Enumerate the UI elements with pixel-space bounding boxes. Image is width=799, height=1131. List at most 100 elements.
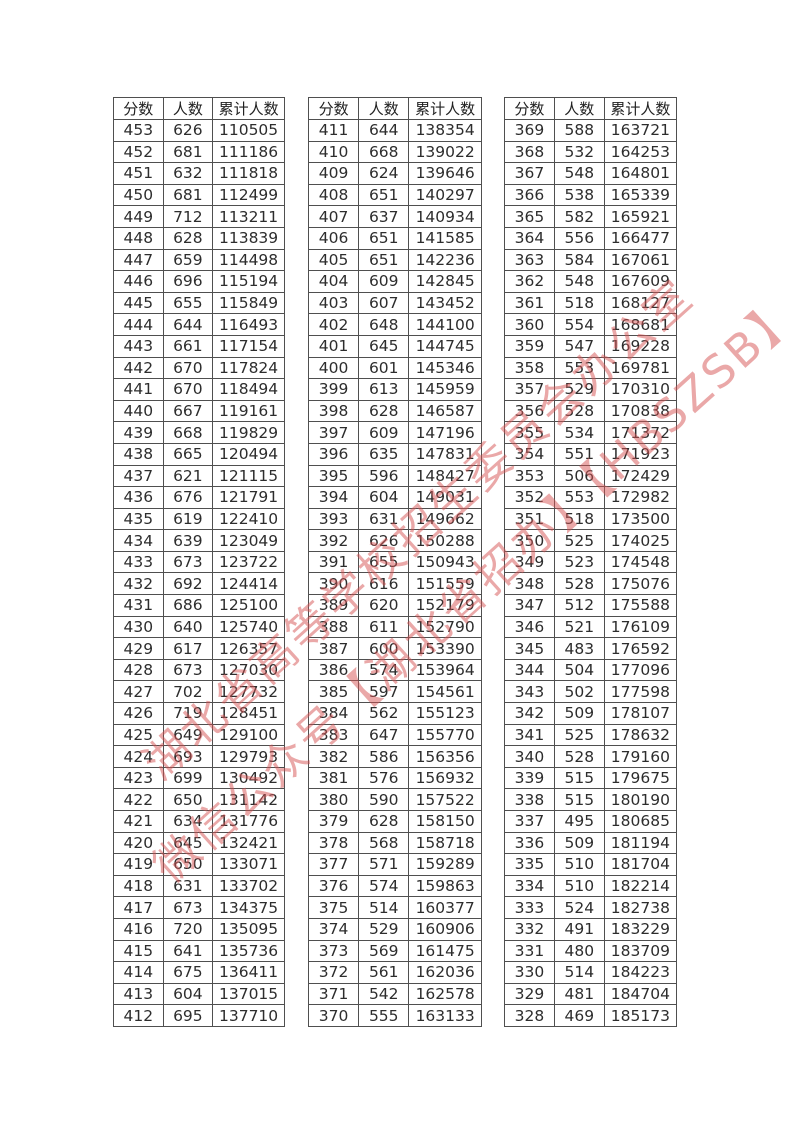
cumulative-cell: 145959 (408, 378, 482, 401)
count-cell: 668 (162, 421, 214, 444)
table-row: 364 556 166477 (504, 226, 678, 250)
cumulative-cell: 113839 (212, 226, 285, 250)
table-row: 397 609 147196 (307, 421, 482, 444)
cumulative-cell: 116493 (212, 313, 285, 336)
count-cell: 631 (162, 874, 214, 898)
cumulative-cell: 133071 (212, 853, 285, 876)
count-cell: 670 (162, 356, 214, 380)
cumulative-cell: 165921 (603, 205, 678, 228)
table-row: 438 665 120494 (113, 442, 285, 466)
count-cell: 620 (358, 594, 410, 617)
cumulative-cell: 147196 (408, 421, 482, 444)
cumulative-cell: 176109 (603, 615, 678, 639)
score-cell: 402 (307, 313, 360, 336)
count-cell: 675 (162, 961, 214, 984)
count-cell: 655 (162, 291, 214, 315)
score-cell: 425 (113, 723, 164, 747)
score-cell: 448 (113, 226, 164, 250)
cumulative-cell: 167061 (603, 248, 678, 272)
table-row: 424 693 129793 (113, 745, 285, 768)
count-cell: 645 (358, 334, 410, 358)
count-cell: 681 (162, 140, 214, 164)
cumulative-cell: 154561 (408, 680, 482, 704)
score-cell: 434 (113, 529, 164, 552)
score-cell: 382 (307, 745, 360, 768)
table-row: 331 480 183709 (504, 939, 678, 963)
table-row: 329 481 184704 (504, 982, 678, 1006)
score-cell: 416 (113, 917, 164, 941)
cumulative-cell: 140297 (408, 183, 482, 207)
cumulative-cell: 165339 (603, 183, 678, 207)
table-row: 373 569 161475 (307, 939, 482, 963)
score-distribution-table-2: 分数 人数 累计人数 411 644 138354 410 668 139022 409 624 13… (307, 97, 482, 1027)
count-cell: 673 (162, 550, 214, 574)
cumulative-cell: 145346 (408, 356, 482, 380)
cumulative-cell: 153390 (408, 637, 482, 660)
count-cell: 699 (162, 766, 214, 790)
count-cell: 645 (162, 831, 214, 855)
cumulative-cell: 115194 (212, 270, 285, 293)
cumulative-cell: 182214 (603, 874, 678, 898)
table-row: 433 673 123722 (113, 550, 285, 574)
table-row: 405 651 142236 (307, 248, 482, 272)
score-cell: 380 (307, 788, 360, 811)
score-cell: 442 (113, 356, 164, 380)
table-row: 406 651 141585 (307, 226, 482, 250)
table-row: 367 548 164801 (504, 162, 678, 185)
score-cell: 365 (504, 205, 555, 228)
table-row: 385 597 154561 (307, 680, 482, 704)
table-row: 407 637 140934 (307, 205, 482, 228)
table-row: 448 628 113839 (113, 226, 285, 250)
table-row: 392 626 150288 (307, 529, 482, 552)
table-row: 431 686 125100 (113, 594, 285, 617)
cumulative-cell: 183229 (603, 917, 678, 941)
score-cell: 344 (504, 658, 555, 682)
table-row: 435 619 122410 (113, 507, 285, 531)
score-cell: 360 (504, 313, 555, 336)
score-cell: 393 (307, 507, 360, 531)
table-row: 350 525 174025 (504, 529, 678, 552)
cumulative-cell: 156932 (408, 766, 482, 790)
count-cell: 569 (358, 939, 410, 963)
score-cell: 398 (307, 399, 360, 423)
count-cell: 524 (553, 896, 605, 919)
table-row: 426 719 128451 (113, 702, 285, 725)
count-cell: 510 (553, 874, 605, 898)
count-cell: 604 (162, 982, 214, 1006)
cumulative-cell: 180190 (603, 788, 678, 811)
table-row: 380 590 157522 (307, 788, 482, 811)
table-row: 356 528 170838 (504, 399, 678, 423)
table-row: 352 553 172982 (504, 486, 678, 509)
cumulative-cell: 166477 (603, 226, 678, 250)
count-cell: 644 (162, 313, 214, 336)
score-cell: 339 (504, 766, 555, 790)
cumulative-cell: 178107 (603, 702, 678, 725)
score-cell: 358 (504, 356, 555, 380)
score-cell: 381 (307, 766, 360, 790)
count-cell: 673 (162, 896, 214, 919)
table-row: 368 532 164253 (504, 140, 678, 164)
table-row: 372 561 162036 (307, 961, 482, 984)
table-row: 376 574 159863 (307, 874, 482, 898)
count-cell: 568 (358, 831, 410, 855)
table-row: 358 553 169781 (504, 356, 678, 380)
score-cell: 410 (307, 140, 360, 164)
count-cell: 651 (358, 183, 410, 207)
count-cell: 584 (553, 248, 605, 272)
count-cell: 639 (162, 529, 214, 552)
cumulative-cell: 118494 (212, 378, 285, 401)
table-row: 334 510 182214 (504, 874, 678, 898)
count-cell: 542 (358, 982, 410, 1006)
table-row: 446 696 115194 (113, 270, 285, 293)
score-cell: 333 (504, 896, 555, 919)
table-row: 411 644 138354 (307, 119, 482, 142)
cumulative-cell: 149662 (408, 507, 482, 531)
count-cell: 634 (162, 810, 214, 833)
score-cell: 390 (307, 572, 360, 596)
column-header-count: 人数 (358, 97, 410, 120)
count-cell: 504 (553, 658, 605, 682)
table-row: 393 631 149662 (307, 507, 482, 531)
cumulative-cell: 163133 (408, 1004, 482, 1027)
table-row: 412 695 137710 (113, 1004, 285, 1027)
